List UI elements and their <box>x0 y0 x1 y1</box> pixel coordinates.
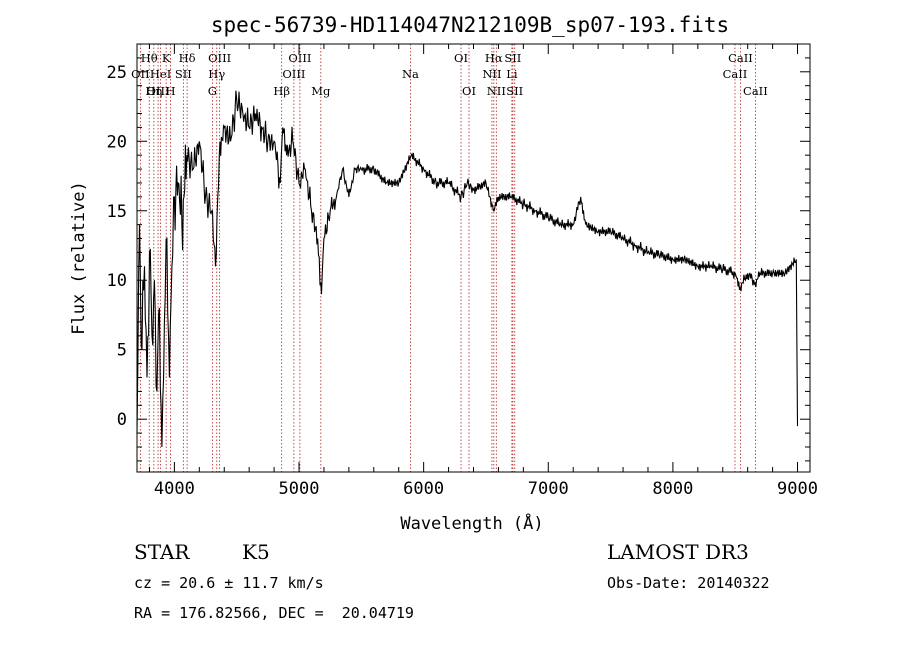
spectrum-line-0 <box>136 90 799 448</box>
redshift-cz: cz = 20.6 ± 11.7 km/s <box>134 574 324 592</box>
line-label-21: NII <box>482 67 501 81</box>
x-tick-label-1: 5000 <box>279 479 320 499</box>
x-tick-label-4: 8000 <box>652 479 693 499</box>
line-label-8: Hδ <box>179 51 196 65</box>
line-label-2: OIII <box>147 84 170 98</box>
line-label-24: SII <box>506 84 523 98</box>
x-tick-label-2: 6000 <box>403 479 444 499</box>
line-label-22: Li <box>506 67 518 81</box>
chart-title: spec-56739-HD114047N212109B_sp07-193.fit… <box>211 13 729 37</box>
object-class: STAR <box>134 540 190 564</box>
y-tick-label-3: 15 <box>107 202 127 222</box>
line-label-16: Na <box>402 67 419 81</box>
object-subclass: K5 <box>242 540 270 564</box>
line-label-23: NII <box>487 84 506 98</box>
line-labels: Hθ OII OIII K HeI Hη SII H Hδ OIII Hγ G Hβ OIII OIII Mg… <box>131 51 768 98</box>
line-label-11: G <box>208 84 217 98</box>
line-label-12: Hβ <box>273 84 290 98</box>
line-label-4: HeI <box>150 67 171 81</box>
line-label-26: CaII <box>723 67 748 81</box>
line-label-9: OIII <box>208 51 231 65</box>
spectral-line-markers <box>139 44 756 472</box>
y-axis-label: Flux (relative) <box>69 181 89 335</box>
line-label-6: SII <box>175 67 192 81</box>
line-label-1: OII <box>131 67 150 81</box>
line-label-15: Mg <box>311 84 331 98</box>
x-axis-label: Wavelength (Å) <box>400 512 543 534</box>
y-tick-label-5: 25 <box>107 63 127 83</box>
line-label-17: OI <box>454 51 468 65</box>
coordinates: RA = 176.82566, DEC = 20.04719 <box>134 604 414 622</box>
line-label-14: OIII <box>282 67 305 81</box>
line-label-20: SII <box>504 51 521 65</box>
observation-date: Obs-Date: 20140322 <box>607 574 770 592</box>
line-label-25: CaII <box>728 51 753 65</box>
line-label-5: Hη <box>145 84 162 98</box>
x-tick-label-3: 7000 <box>528 479 569 499</box>
x-tick-label-5: 9000 <box>777 479 818 499</box>
y-tick-label-2: 10 <box>107 271 127 291</box>
line-label-27: CaII <box>743 84 768 98</box>
x-tick-label-0: 4000 <box>154 479 195 499</box>
y-tick-label-0: 0 <box>117 410 127 430</box>
line-label-3: K <box>162 51 171 65</box>
survey-name: LAMOST DR3 <box>607 540 749 564</box>
axes: 4000 5000 6000 7000 8000 9000 0 5 10 15 20 25 <box>107 43 818 499</box>
y-tick-label-1: 5 <box>117 341 127 361</box>
line-label-18: OI <box>462 84 476 98</box>
line-label-0: Hθ <box>141 51 158 65</box>
line-label-13: OIII <box>288 51 311 65</box>
line-label-7: H <box>166 84 176 98</box>
y-tick-label-4: 20 <box>107 132 127 152</box>
line-label-10: Hγ <box>208 67 225 81</box>
spectrum-series <box>136 90 799 448</box>
line-label-19: Hα <box>485 51 503 65</box>
